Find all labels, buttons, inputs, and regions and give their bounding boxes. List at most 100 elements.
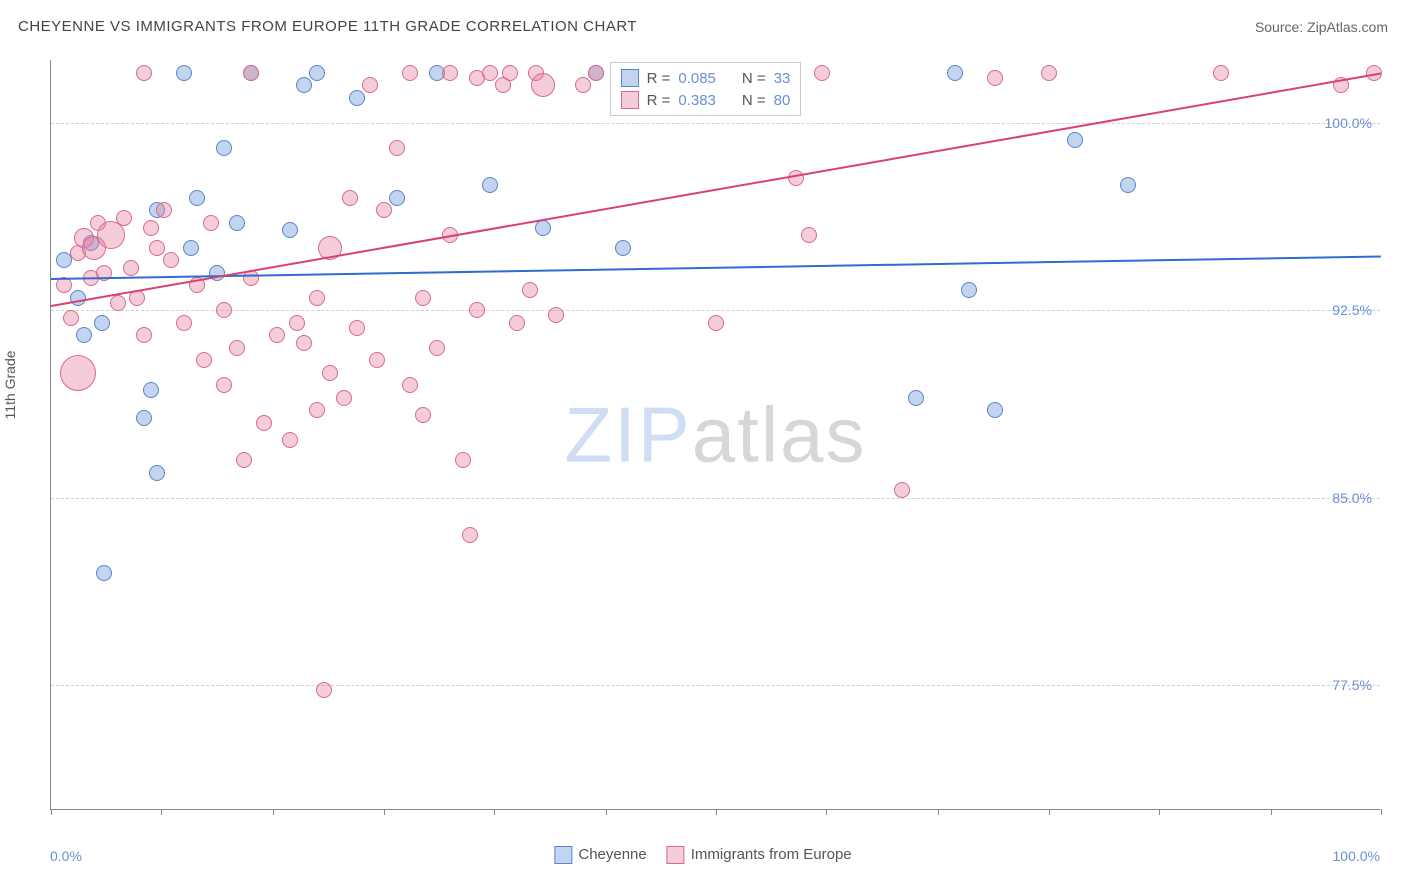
scatter-point [548, 307, 564, 323]
scatter-point [116, 210, 132, 226]
x-axis-min-label: 0.0% [50, 848, 82, 864]
x-tick [51, 809, 52, 815]
scatter-point [588, 65, 604, 81]
x-tick [273, 809, 274, 815]
scatter-point [369, 352, 385, 368]
scatter-point [987, 402, 1003, 418]
scatter-point [947, 65, 963, 81]
plot-area: ZIPatlas 77.5%85.0%92.5%100.0%R =0.085N … [50, 60, 1380, 810]
scatter-point [189, 190, 205, 206]
scatter-point [415, 407, 431, 423]
scatter-point [389, 140, 405, 156]
scatter-point [502, 65, 518, 81]
scatter-point [402, 65, 418, 81]
x-tick [384, 809, 385, 815]
scatter-point [229, 340, 245, 356]
scatter-point [282, 222, 298, 238]
scatter-point [349, 320, 365, 336]
scatter-point [509, 315, 525, 331]
scatter-point [987, 70, 1003, 86]
scatter-point [1120, 177, 1136, 193]
y-axis-label: 11th Grade [2, 350, 18, 419]
scatter-point [282, 432, 298, 448]
scatter-point [63, 310, 79, 326]
scatter-point [76, 327, 92, 343]
scatter-point [1067, 132, 1083, 148]
scatter-point [136, 410, 152, 426]
scatter-point [196, 352, 212, 368]
scatter-point [442, 65, 458, 81]
scatter-point [216, 302, 232, 318]
scatter-point [575, 77, 591, 93]
watermark: ZIPatlas [564, 389, 866, 480]
scatter-point [894, 482, 910, 498]
scatter-point [216, 140, 232, 156]
watermark-zip: ZIP [564, 390, 691, 478]
y-tick-label: 92.5% [1332, 302, 1372, 318]
x-tick [606, 809, 607, 815]
legend-item-europe: Immigrants from Europe [667, 846, 852, 864]
scatter-point [908, 390, 924, 406]
x-tick [1159, 809, 1160, 815]
trend-line [51, 255, 1381, 279]
scatter-point [203, 215, 219, 231]
gridline [51, 685, 1380, 686]
scatter-point [336, 390, 352, 406]
legend-swatch-europe [667, 846, 685, 864]
scatter-point [316, 682, 332, 698]
x-tick [494, 809, 495, 815]
scatter-point [482, 177, 498, 193]
scatter-point [236, 452, 252, 468]
x-tick [938, 809, 939, 815]
scatter-point [216, 377, 232, 393]
scatter-point [708, 315, 724, 331]
scatter-point [243, 65, 259, 81]
scatter-point [94, 315, 110, 331]
legend-swatch [621, 91, 639, 109]
scatter-point [289, 315, 305, 331]
y-tick-label: 100.0% [1325, 115, 1372, 131]
gridline [51, 123, 1380, 124]
x-tick [1049, 809, 1050, 815]
x-tick [161, 809, 162, 815]
x-tick [826, 809, 827, 815]
chart-title: CHEYENNE VS IMMIGRANTS FROM EUROPE 11TH … [18, 18, 637, 35]
scatter-point [1213, 65, 1229, 81]
legend-top: R =0.085N =33R =0.383N =80 [610, 62, 802, 116]
scatter-point [60, 355, 96, 391]
scatter-point [110, 295, 126, 311]
scatter-point [136, 65, 152, 81]
scatter-point [402, 377, 418, 393]
scatter-point [176, 65, 192, 81]
scatter-point [961, 282, 977, 298]
legend-swatch-cheyenne [554, 846, 572, 864]
scatter-point [296, 77, 312, 93]
scatter-point [123, 260, 139, 276]
scatter-point [96, 565, 112, 581]
scatter-point [143, 382, 159, 398]
scatter-point [615, 240, 631, 256]
scatter-point [349, 90, 365, 106]
scatter-point [256, 415, 272, 431]
scatter-point [801, 227, 817, 243]
scatter-point [389, 190, 405, 206]
scatter-point [143, 220, 159, 236]
scatter-point [176, 315, 192, 331]
chart-header: CHEYENNE VS IMMIGRANTS FROM EUROPE 11TH … [18, 18, 1388, 35]
scatter-point [309, 402, 325, 418]
scatter-point [455, 452, 471, 468]
gridline [51, 310, 1380, 311]
x-axis-max-label: 100.0% [1333, 848, 1380, 864]
scatter-point [149, 240, 165, 256]
scatter-point [322, 365, 338, 381]
scatter-point [814, 65, 830, 81]
scatter-point [163, 252, 179, 268]
legend-swatch [621, 69, 639, 87]
scatter-point [429, 340, 445, 356]
legend-item-cheyenne: Cheyenne [554, 846, 646, 864]
legend-bottom: Cheyenne Immigrants from Europe [554, 846, 851, 864]
scatter-point [415, 290, 431, 306]
scatter-point [309, 290, 325, 306]
scatter-point [156, 202, 172, 218]
y-tick-label: 85.0% [1332, 490, 1372, 506]
